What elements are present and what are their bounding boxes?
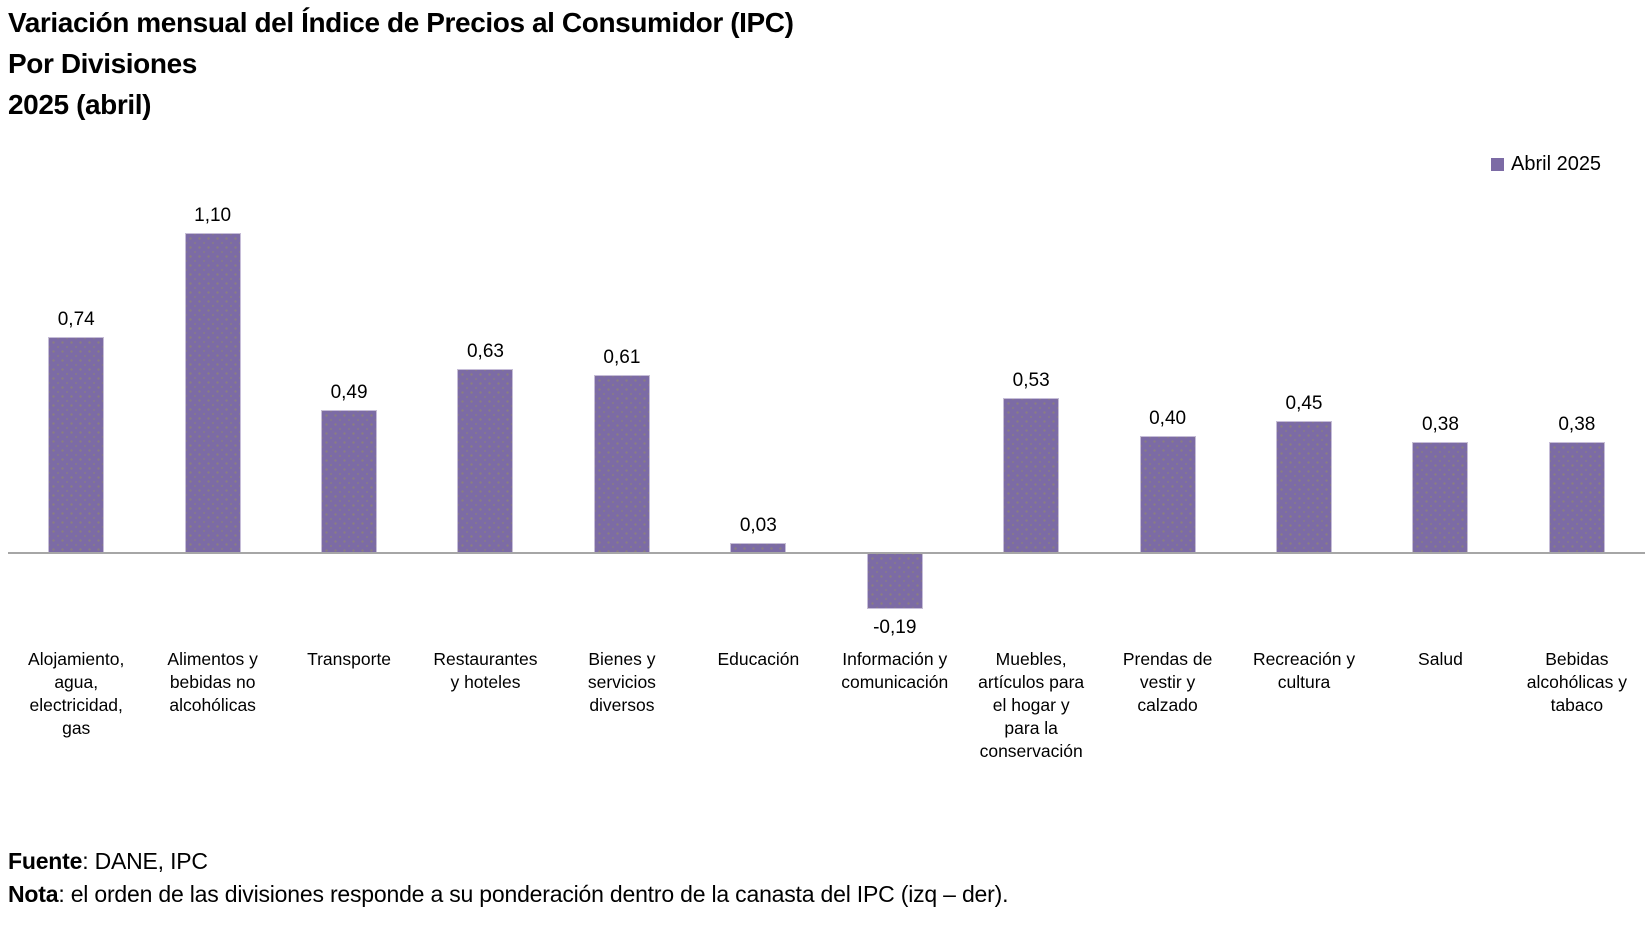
category-label: Prendas de vestir y calzado — [1122, 649, 1213, 715]
bar — [1412, 442, 1469, 552]
note-text: : el orden de las divisiones responde a … — [58, 881, 1009, 907]
category-label: Salud — [1418, 649, 1463, 669]
bar-value-label: 0,63 — [466, 341, 504, 362]
bar-chart: 0,74 Alojamiento, agua, electricidad, gas… — [8, 180, 1645, 800]
chart-title-line-3: 2025 (abril) — [8, 89, 152, 120]
bar-column: 0,38 Salud — [1372, 180, 1508, 800]
category-label: Información y comunicación — [841, 649, 949, 692]
bar — [321, 410, 378, 552]
bar-value-label: 0,38 — [1558, 414, 1596, 435]
bar — [184, 233, 241, 552]
chart-title-line-1: Variación mensual del Índice de Precios … — [8, 7, 794, 38]
bar-column: 0,63 Restaurantes y hoteles — [417, 180, 553, 800]
order-note: Nota: el orden de las divisiones respond… — [8, 878, 1008, 911]
category-label: Bebidas alcohólicas y tabaco — [1526, 649, 1627, 715]
bar-column: 0,45 Recreación y cultura — [1236, 180, 1372, 800]
bar-value-label: -0,19 — [873, 617, 917, 638]
x-axis-line — [8, 552, 1645, 554]
source-note: Fuente: DANE, IPC — [8, 845, 1008, 878]
bar — [593, 375, 650, 552]
bar-value-label: 1,10 — [194, 205, 232, 226]
bar-value-label: 0,53 — [1012, 370, 1050, 391]
note-label: Nota — [8, 881, 59, 907]
bar — [730, 543, 787, 552]
bar-value-label: 0,49 — [330, 382, 368, 403]
category-label: Muebles, artículos para el hogar y para … — [978, 649, 1085, 761]
category-label: Transporte — [307, 649, 392, 669]
legend: Abril 2025 — [1491, 153, 1601, 176]
source-text: : DANE, IPC — [82, 848, 208, 874]
bar-value-label: 0,38 — [1421, 414, 1459, 435]
legend-marker-icon — [1491, 158, 1504, 171]
bar — [1548, 442, 1605, 552]
category-label: Alimentos y bebidas no alcohólicas — [167, 649, 258, 715]
bar-column: 0,74 Alojamiento, agua, electricidad, gas — [8, 180, 144, 800]
category-label: Bienes y servicios diversos — [587, 649, 656, 715]
category-label: Educación — [717, 649, 800, 669]
legend-label: Abril 2025 — [1511, 153, 1602, 175]
bar — [48, 337, 105, 552]
bar-value-label: 0,40 — [1149, 408, 1187, 429]
bar — [457, 369, 514, 552]
bar-column: 0,49 Transporte — [281, 180, 417, 800]
bar-column: 0,40 Prendas de vestir y calzado — [1099, 180, 1235, 800]
bar-value-label: 0,74 — [57, 309, 95, 330]
bar-columns: 0,74 Alojamiento, agua, electricidad, gas… — [8, 180, 1645, 800]
footer-notes: Fuente: DANE, IPC Nota: el orden de las … — [8, 845, 1008, 911]
category-label: Restaurantes y hoteles — [433, 649, 538, 692]
bar — [1276, 421, 1332, 552]
bar-column: -0,19 Información y comunicación — [827, 180, 963, 800]
chart-title: Variación mensual del Índice de Precios … — [8, 2, 794, 125]
bar-value-label: 0,61 — [603, 347, 641, 368]
chart-title-line-2: Por Divisiones — [8, 48, 197, 79]
bar-column: 0,61 Bienes y servicios diversos — [554, 180, 690, 800]
bar-column: 0,03 Educación — [690, 180, 826, 800]
source-label: Fuente — [8, 848, 83, 874]
category-label: Alojamiento, agua, electricidad, gas — [28, 649, 125, 738]
bar — [1139, 436, 1196, 552]
bar-value-label: 0,03 — [739, 515, 777, 536]
category-label: Recreación y cultura — [1252, 649, 1356, 692]
bar — [866, 554, 923, 609]
bar-value-label: 0,45 — [1285, 393, 1323, 414]
bar — [1003, 398, 1060, 552]
bar-column: 1,10 Alimentos y bebidas no alcohólicas — [144, 180, 280, 800]
bar-column: 0,38 Bebidas alcohólicas y tabaco — [1509, 180, 1645, 800]
bar-column: 0,53 Muebles, artículos para el hogar y p… — [963, 180, 1099, 800]
